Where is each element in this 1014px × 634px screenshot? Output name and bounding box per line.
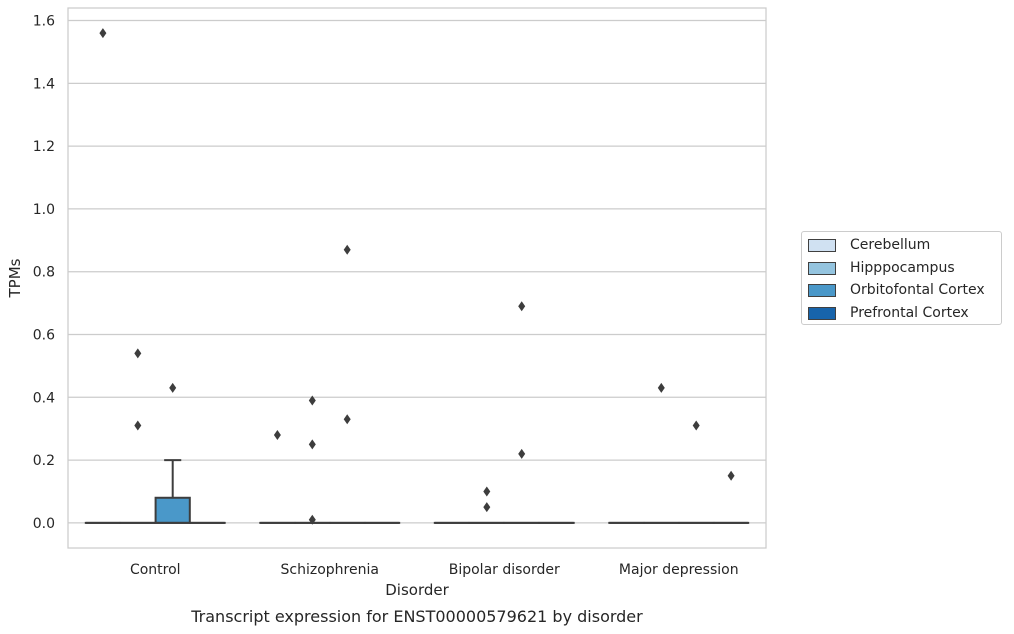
outlier-point [518,301,526,312]
legend-label: Hipppocampus [850,260,955,276]
x-tick-label: Control [130,562,181,578]
y-tick-label: 0.0 [33,516,55,532]
outlier-point [134,420,142,431]
x-tick-label: Major depression [619,562,739,578]
outlier-point [273,429,281,440]
y-tick-label: 1.0 [33,202,55,218]
outlier-point [308,395,316,406]
y-tick-label: 0.8 [33,265,55,281]
y-tick-labels: 0.0 0.2 0.4 0.6 0.8 1.0 1.2 1.4 1.6 [33,14,55,532]
outlier-point [169,382,177,393]
outlier-point [727,470,735,481]
legend-swatch-hippocampus [808,261,836,275]
legend-swatch-cerebellum [808,238,836,252]
plot-frame [67,7,767,549]
outlier-point [99,28,107,39]
outliers [99,28,735,525]
outlier-point [308,439,316,450]
outlier-point [134,348,142,359]
legend-item-prefrontal: Prefrontal Cortex [808,303,969,323]
y-tick-label: 0.2 [33,453,55,469]
y-tick-label: 0.4 [33,390,55,406]
y-tick-label: 1.4 [33,76,55,92]
legend-item-orbitofrontal: Orbitofontal Cortex [808,280,985,300]
outlier-point [692,420,700,431]
y-axis-label: TPMs [6,258,24,298]
x-tick-label: Bipolar disorder [449,562,560,578]
legend-item-cerebellum: Cerebellum [808,235,930,255]
legend-swatch-orbitofrontal [808,283,836,297]
legend: Cerebellum Hipppocampus Orbitofontal Cor… [801,231,1002,325]
legend-swatch-prefrontal [808,306,836,320]
outlier-point [483,486,491,497]
box-plots [84,459,750,524]
y-tick-label: 1.6 [33,14,55,30]
legend-label: Prefrontal Cortex [850,305,969,321]
legend-item-hippocampus: Hipppocampus [808,258,955,278]
y-tick-label: 1.2 [33,139,55,155]
outlier-point [518,448,526,459]
outlier-point [343,244,351,255]
outlier-point [308,514,316,525]
legend-label: Orbitofontal Cortex [850,282,985,298]
x-axis-label: Disorder [385,581,449,599]
y-tick-label: 0.6 [33,328,55,344]
legend-label: Cerebellum [850,237,931,253]
box [154,496,191,524]
x-tick-labels: Control Schizophrenia Bipolar disorder Majo… [130,562,739,578]
outlier-point [657,382,665,393]
outlier-point [483,502,491,513]
x-tick-label: Schizophrenia [281,562,379,578]
outlier-point [343,414,351,425]
gridlines [68,19,766,524]
chart-caption: Transcript expression for ENST0000057962… [190,607,643,626]
